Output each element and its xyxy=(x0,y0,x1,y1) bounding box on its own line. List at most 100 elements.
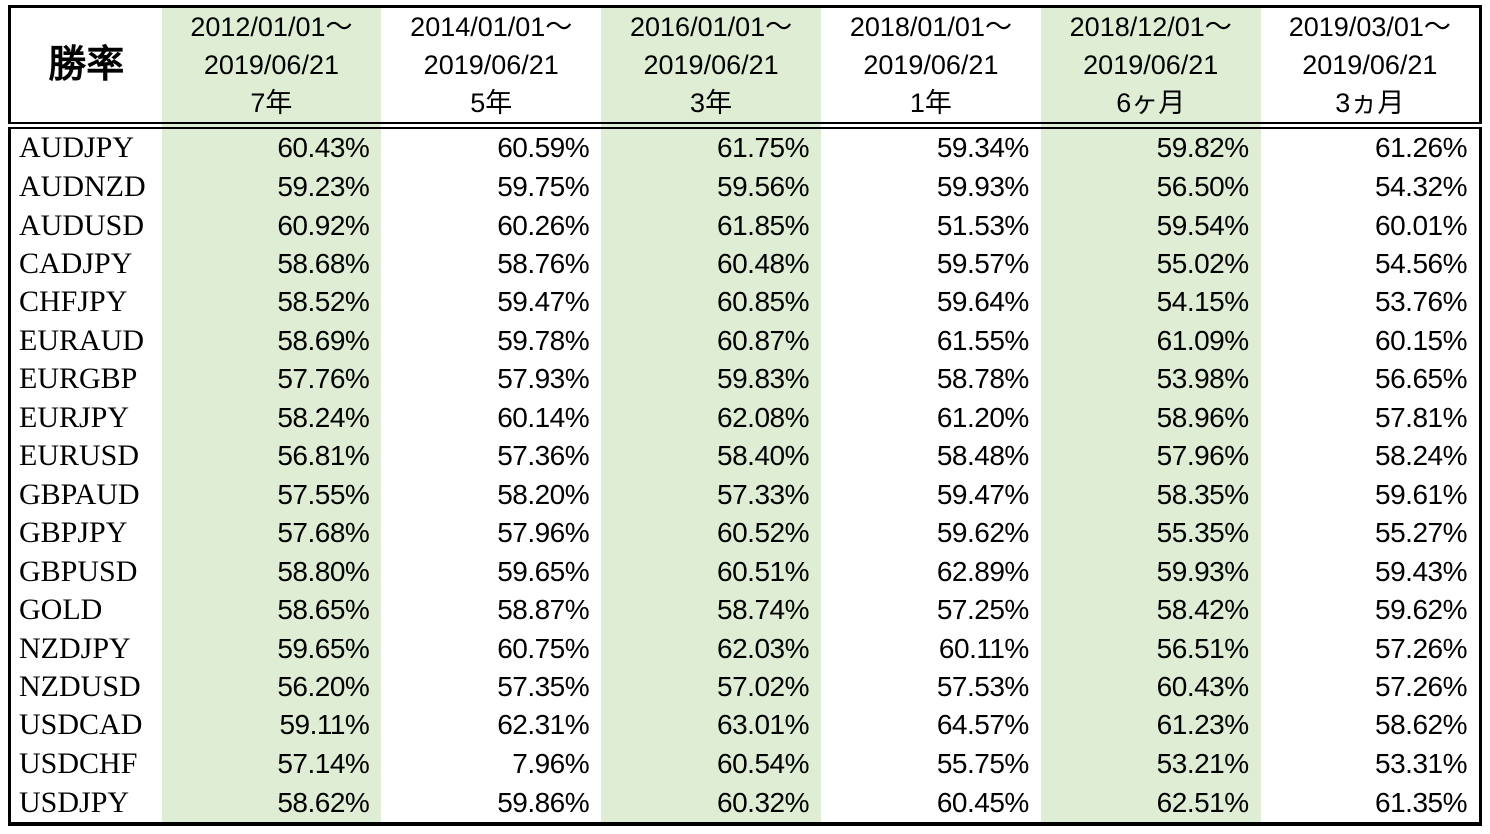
header-duration: 3ヵ月 xyxy=(1335,88,1405,118)
header-period-start: 2018/12/01～ xyxy=(1069,12,1232,42)
table-row: EURUSD 56.81% 57.36% 58.40% 58.48% 57.96% 58.2… xyxy=(9,437,1481,476)
header-row: 勝率 2012/01/01～ 2019/06/21 7年 2014/01/01～ 201… xyxy=(9,6,1481,129)
win-rate-cell: 59.83% xyxy=(601,360,821,399)
win-rate-cell: 57.25% xyxy=(936,594,1029,626)
win-rate-cell: 60.32% xyxy=(601,783,821,824)
win-rate-cell: 60.15% xyxy=(1375,324,1467,356)
win-rate-cell: 60.59% xyxy=(497,132,590,164)
win-rate-cell: 60.26% xyxy=(497,209,590,241)
win-rate-cell: 53.21% xyxy=(1040,744,1261,784)
pair-label: USDCHF xyxy=(9,744,162,784)
table-row: USDCAD 59.11% 62.31% 63.01% 64.57% 61.23% 58.6… xyxy=(9,706,1481,745)
table-row: EURGBP 57.76% 57.93% 59.83% 58.78% 53.98% 56.6… xyxy=(9,360,1481,399)
table-row: NZDUSD 56.20% 57.35% 57.02% 57.53% 60.43% 57.2… xyxy=(9,667,1481,707)
header-period-end: 2019/06/21 xyxy=(423,50,559,80)
win-rate-cell: 59.93% xyxy=(1040,552,1261,591)
table-body: AUDJPY 60.43% 60.59% 61.75% 59.34% 59.82% 61.2… xyxy=(9,125,1481,824)
win-rate-cell: 58.24% xyxy=(161,398,382,438)
win-rate-cell: 59.75% xyxy=(497,171,590,203)
win-rate-cell: 62.89% xyxy=(936,555,1029,587)
win-rate-cell: 61.23% xyxy=(1040,706,1261,745)
win-rate-cell: 60.54% xyxy=(601,744,821,784)
table-row: USDJPY 58.62% 59.86% 60.32% 60.45% 62.51% 61.3… xyxy=(9,783,1481,824)
table-row: GBPUSD 58.80% 59.65% 60.51% 62.89% 59.93% 59.4… xyxy=(9,552,1481,591)
win-rate-cell: 59.86% xyxy=(497,786,590,818)
win-rate-table: 勝率 2012/01/01～ 2019/06/21 7年 2014/01/01～ 201… xyxy=(8,5,1482,826)
win-rate-cell: 53.76% xyxy=(1375,286,1467,318)
win-rate-cell: 57.81% xyxy=(1375,401,1467,433)
win-rate-cell: 58.76% xyxy=(497,248,590,280)
header-duration: 5年 xyxy=(470,88,513,118)
win-rate-cell: 58.74% xyxy=(601,590,821,630)
win-rate-cell: 57.36% xyxy=(497,440,590,472)
header-period-end: 2019/06/21 xyxy=(863,50,999,80)
pair-label: EURAUD xyxy=(9,321,162,361)
header-period-start: 2019/03/01～ xyxy=(1288,12,1451,42)
win-rate-cell: 62.03% xyxy=(601,629,821,668)
pair-label: AUDUSD xyxy=(9,206,162,245)
header-duration: 7年 xyxy=(250,88,293,118)
win-rate-cell: 54.15% xyxy=(1040,283,1261,322)
win-rate-cell: 54.56% xyxy=(1375,248,1467,280)
header-period-start: 2012/01/01～ xyxy=(190,12,353,42)
win-rate-cell: 62.51% xyxy=(1040,783,1261,824)
win-rate-cell: 58.40% xyxy=(601,437,821,476)
win-rate-cell: 58.42% xyxy=(1040,590,1261,630)
table-row: EURJPY 58.24% 60.14% 62.08% 61.20% 58.96% 57.8… xyxy=(9,398,1481,438)
win-rate-cell: 57.02% xyxy=(601,667,821,707)
win-rate-cell: 58.35% xyxy=(1040,475,1261,514)
win-rate-cell: 60.85% xyxy=(601,283,821,322)
win-rate-cell: 57.33% xyxy=(601,475,821,514)
win-rate-cell: 57.14% xyxy=(161,744,382,784)
win-rate-cell: 57.26% xyxy=(1375,671,1467,703)
pair-label: CADJPY xyxy=(9,244,162,284)
win-rate-cell: 60.51% xyxy=(601,552,821,591)
pair-label: USDCAD xyxy=(9,706,162,745)
win-rate-table-grid: 勝率 2012/01/01～ 2019/06/21 7年 2014/01/01～ 201… xyxy=(8,5,1482,826)
win-rate-cell: 55.75% xyxy=(936,747,1029,779)
pair-label: GBPUSD xyxy=(9,552,162,591)
win-rate-cell: 59.78% xyxy=(497,324,590,356)
win-rate-cell: 60.75% xyxy=(497,632,590,664)
period-column-header-0: 2012/01/01～ 2019/06/21 7年 xyxy=(161,6,382,129)
header-period-start: 2014/01/01～ xyxy=(410,12,573,42)
win-rate-cell: 59.43% xyxy=(1375,555,1467,587)
win-rate-cell: 57.93% xyxy=(497,363,590,395)
header-duration: 6ヶ月 xyxy=(1116,88,1186,118)
header-period-start: 2018/01/01～ xyxy=(849,12,1012,42)
win-rate-cell: 58.48% xyxy=(936,440,1029,472)
win-rate-cell: 60.14% xyxy=(497,401,590,433)
pair-label: USDJPY xyxy=(9,783,162,824)
win-rate-cell: 59.62% xyxy=(1375,594,1467,626)
win-rate-cell: 61.09% xyxy=(1040,321,1261,361)
win-rate-cell: 56.81% xyxy=(161,437,382,476)
pair-label: AUDJPY xyxy=(9,125,162,168)
header-duration: 3年 xyxy=(690,88,733,118)
win-rate-cell: 60.01% xyxy=(1375,209,1467,241)
win-rate-cell: 62.08% xyxy=(601,398,821,438)
table-row: CADJPY 58.68% 58.76% 60.48% 59.57% 55.02% 54.5… xyxy=(9,244,1481,284)
win-rate-cell: 7.96% xyxy=(512,747,590,779)
win-rate-cell: 58.69% xyxy=(161,321,382,361)
win-rate-cell: 55.02% xyxy=(1040,244,1261,284)
win-rate-cell: 55.27% xyxy=(1375,517,1467,549)
win-rate-cell: 59.54% xyxy=(1040,206,1261,245)
win-rate-cell: 60.48% xyxy=(601,244,821,284)
pair-label: AUDNZD xyxy=(9,167,162,207)
win-rate-cell: 58.87% xyxy=(497,594,590,626)
pair-label: EURJPY xyxy=(9,398,162,438)
win-rate-cell: 58.62% xyxy=(161,783,382,824)
header-period-start: 2016/01/01～ xyxy=(630,12,793,42)
period-column-header-5: 2019/03/01～ 2019/06/21 3ヵ月 xyxy=(1260,6,1481,129)
table-row: AUDJPY 60.43% 60.59% 61.75% 59.34% 59.82% 61.2… xyxy=(9,125,1481,168)
win-rate-cell: 59.11% xyxy=(161,706,382,745)
header-period-end: 2019/06/21 xyxy=(1083,50,1219,80)
win-rate-cell: 59.62% xyxy=(936,517,1029,549)
pair-label: GBPJPY xyxy=(9,513,162,553)
win-rate-cell: 59.56% xyxy=(601,167,821,207)
win-rate-cell: 57.76% xyxy=(161,360,382,399)
win-rate-cell: 59.82% xyxy=(1040,125,1261,168)
pair-label: GOLD xyxy=(9,590,162,630)
win-rate-cell: 61.20% xyxy=(936,401,1029,433)
win-rate-cell: 56.51% xyxy=(1040,629,1261,668)
